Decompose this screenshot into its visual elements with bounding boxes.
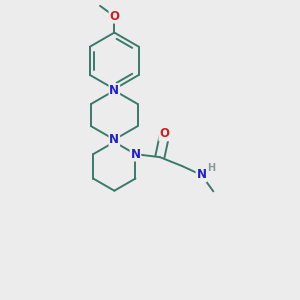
- Text: O: O: [109, 10, 119, 23]
- Text: N: N: [196, 169, 206, 182]
- Text: N: N: [109, 84, 119, 97]
- Text: N: N: [109, 133, 119, 146]
- Text: N: N: [130, 148, 140, 161]
- Text: H: H: [207, 164, 215, 173]
- Text: O: O: [159, 128, 169, 140]
